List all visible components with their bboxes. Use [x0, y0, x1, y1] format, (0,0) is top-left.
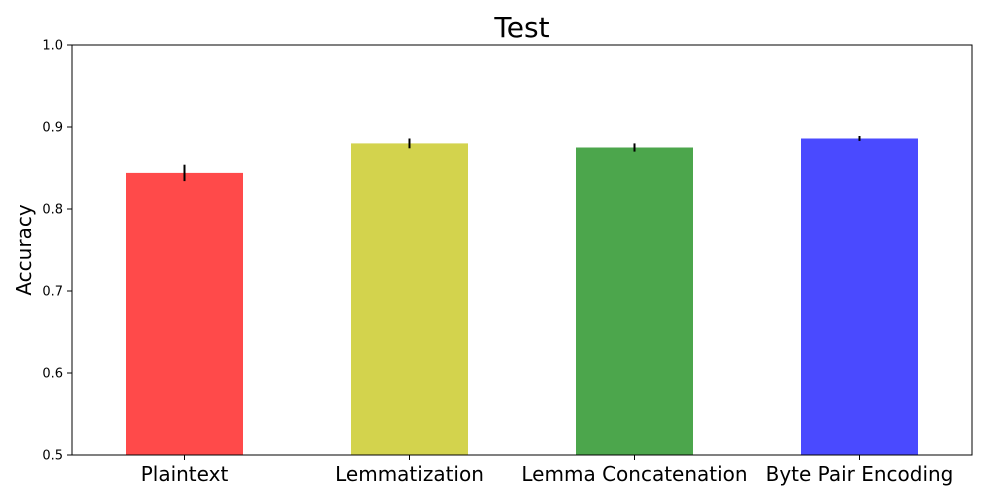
x-tick-label-0: Plaintext	[141, 462, 229, 486]
bar-0	[126, 172, 243, 455]
bar-2	[576, 147, 693, 455]
plot-frame	[71, 44, 973, 456]
y-tick-label-5: 1.0	[42, 39, 63, 54]
y-tick-label-0: 0.5	[42, 449, 63, 464]
y-tick-label-4: 0.9	[42, 121, 63, 136]
y-axis-label: Accuracy	[12, 204, 36, 295]
bar-3	[801, 138, 918, 455]
bar-1	[351, 143, 468, 455]
x-tick-label-3: Byte Pair Encoding	[766, 462, 954, 486]
plot-area: 0.5 0.6 0.7 0.8 0.9 1.0 Plaintext Lemmatization…	[42, 39, 973, 486]
chart-title: Test	[493, 11, 549, 44]
y-tick-label-1: 0.6	[42, 367, 63, 382]
y-tick-label-3: 0.8	[42, 203, 63, 218]
x-tick-label-1: Lemmatization	[335, 462, 484, 486]
x-tick-label-2: Lemma Concatenation	[521, 462, 747, 486]
y-tick-label-2: 0.7	[42, 285, 63, 300]
